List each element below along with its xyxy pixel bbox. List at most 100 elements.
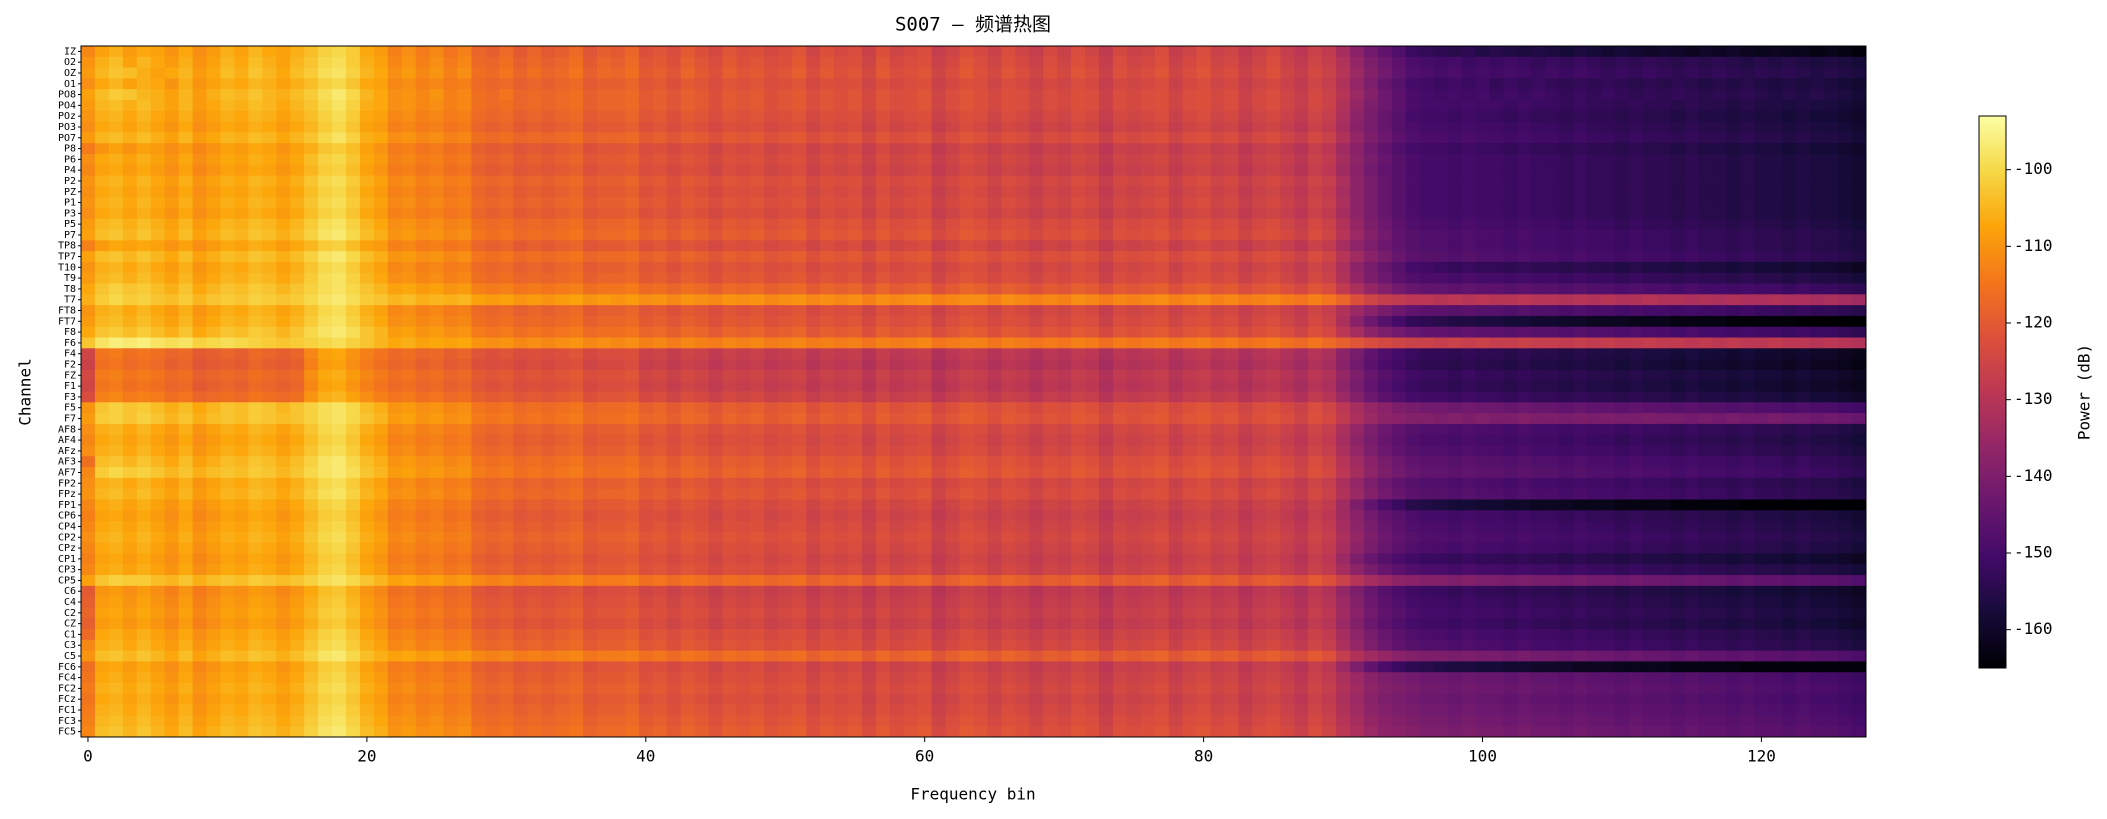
heatmap-cell — [945, 121, 961, 133]
heatmap-cell — [959, 229, 974, 241]
heatmap-cell — [652, 153, 668, 166]
heatmap-cell — [1852, 132, 1867, 144]
heatmap-cell — [108, 56, 124, 69]
heatmap-cell — [1308, 391, 1323, 403]
heatmap-cell — [750, 434, 765, 446]
heatmap-cell — [1405, 445, 1421, 457]
heatmap-cell — [192, 402, 208, 414]
heatmap-cell — [373, 305, 389, 317]
heatmap-cell — [192, 359, 208, 371]
heatmap-cell — [1517, 261, 1532, 274]
heatmap-cell — [555, 186, 570, 198]
heatmap-cell — [248, 380, 263, 392]
heatmap-cell — [345, 326, 361, 339]
heatmap-cell — [1154, 89, 1170, 101]
heatmap-cell — [1712, 78, 1728, 90]
heatmap-cell — [722, 445, 737, 457]
heatmap-cell — [1001, 272, 1016, 285]
heatmap-cell — [94, 413, 110, 425]
heatmap-cell — [1698, 456, 1714, 468]
heatmap-cell — [638, 380, 654, 392]
heatmap-cell — [1029, 283, 1044, 295]
heatmap-cell — [889, 380, 905, 392]
heatmap-cell — [1015, 229, 1030, 241]
heatmap-cell — [1377, 402, 1393, 414]
heatmap-cell — [945, 391, 961, 403]
heatmap-cell — [1559, 348, 1574, 360]
heatmap-cell — [1405, 434, 1421, 446]
heatmap-cell — [332, 153, 347, 166]
heatmap-cell — [917, 46, 933, 58]
heatmap-cell — [610, 326, 626, 339]
heatmap-cell — [471, 402, 486, 414]
heatmap-cell — [290, 369, 305, 382]
heatmap-cell — [1015, 240, 1030, 252]
heatmap-cell — [1308, 175, 1323, 187]
heatmap-cell — [1322, 413, 1337, 425]
heatmap-cell — [1447, 110, 1463, 123]
heatmap-cell — [1503, 272, 1518, 285]
heatmap-cell — [1698, 46, 1714, 58]
heatmap-cell — [1419, 337, 1435, 349]
heatmap-cell — [987, 121, 1002, 133]
heatmap-cell — [1573, 186, 1588, 198]
heatmap-cell — [1810, 186, 1825, 198]
heatmap-cell — [262, 305, 277, 317]
heatmap-cell — [1085, 218, 1100, 231]
heatmap-cell — [276, 294, 291, 306]
heatmap-cell — [820, 207, 835, 220]
heatmap-cell — [903, 413, 919, 425]
heatmap-cell — [694, 380, 710, 392]
heatmap-cell — [262, 229, 277, 241]
heatmap-cell — [1545, 305, 1560, 317]
heatmap-cell — [457, 445, 472, 457]
heatmap-cell — [708, 67, 723, 79]
heatmap-cell — [945, 240, 961, 252]
heatmap-cell — [443, 294, 459, 306]
heatmap-cell — [1419, 197, 1435, 209]
heatmap-cell — [806, 67, 821, 79]
heatmap-cell — [499, 359, 514, 371]
heatmap-cell — [1461, 121, 1477, 133]
heatmap-cell — [387, 369, 403, 382]
heatmap-cell — [332, 337, 347, 349]
heatmap-cell — [220, 315, 235, 328]
heatmap-cell — [889, 46, 905, 58]
heatmap-cell — [1559, 326, 1574, 339]
heatmap-cell — [94, 143, 110, 155]
heatmap-cell — [1475, 391, 1490, 403]
heatmap-cell — [1224, 456, 1239, 468]
heatmap-cell — [1322, 359, 1337, 371]
heatmap-cell — [1587, 326, 1602, 339]
heatmap-cell — [1238, 251, 1253, 263]
heatmap-cell — [1475, 337, 1490, 349]
heatmap-cell — [1726, 402, 1741, 414]
heatmap-cell — [1252, 413, 1267, 425]
heatmap-cell — [1489, 283, 1504, 295]
heatmap-cell — [1559, 121, 1574, 133]
heatmap-cell — [750, 413, 765, 425]
heatmap-cell — [527, 78, 542, 90]
heatmap-cell — [778, 348, 793, 360]
heatmap-cell — [1336, 240, 1351, 252]
heatmap-cell — [234, 380, 249, 392]
heatmap-cell — [304, 391, 319, 403]
heatmap-cell — [1322, 240, 1337, 252]
heatmap-cell — [1405, 46, 1421, 58]
heatmap-cell — [820, 348, 835, 360]
heatmap-cell — [987, 380, 1002, 392]
heatmap-cell — [150, 143, 166, 155]
heatmap-cell — [1350, 132, 1365, 144]
heatmap-cell — [485, 164, 500, 177]
heatmap-cell — [1433, 110, 1449, 123]
heatmap-cell — [610, 67, 626, 79]
heatmap-cell — [931, 413, 947, 425]
heatmap-cell — [150, 229, 166, 241]
heatmap-cell — [596, 78, 612, 90]
heatmap-cell — [1768, 315, 1783, 328]
heatmap-cell — [861, 294, 877, 306]
heatmap-cell — [1057, 251, 1072, 263]
heatmap-cell — [987, 261, 1002, 274]
heatmap-cell — [1071, 369, 1086, 382]
heatmap-cell — [1810, 110, 1825, 123]
